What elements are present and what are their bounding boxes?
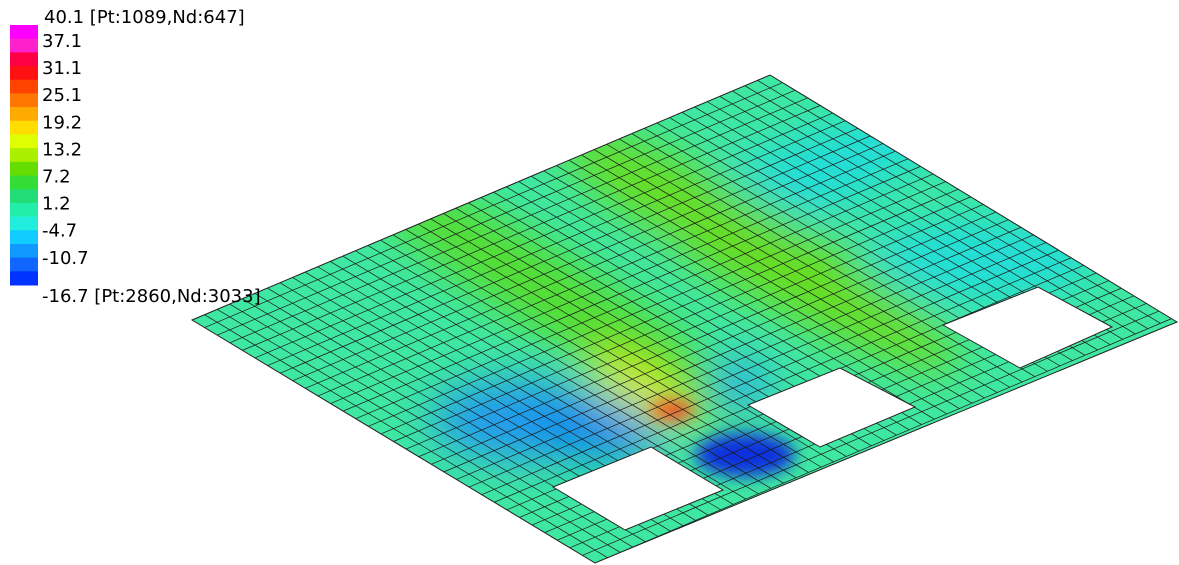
plate	[192, 75, 1177, 563]
opening	[551, 446, 725, 531]
mesh-line	[330, 158, 909, 404]
mesh-line	[217, 89, 796, 336]
mesh-line	[242, 105, 821, 351]
legend-level: 31.1	[42, 58, 82, 79]
legend-min: -16.7 [Pt:2860,Nd:3033]	[42, 286, 261, 307]
mesh-line	[481, 249, 1060, 495]
legend-band	[10, 230, 38, 245]
legend-band	[10, 25, 38, 40]
mesh-line	[317, 150, 897, 397]
mesh-line	[431, 218, 1010, 465]
mesh-line	[254, 112, 834, 359]
mesh-line	[456, 234, 1035, 480]
mesh-line	[468, 241, 1048, 488]
mesh-line	[305, 143, 884, 389]
legend-band	[10, 52, 38, 67]
legend-band	[10, 189, 38, 204]
opening	[746, 367, 917, 448]
mesh-line	[418, 211, 997, 458]
mesh-line	[594, 317, 1174, 563]
mesh-line	[280, 127, 859, 374]
mesh-line	[342, 165, 922, 412]
mesh-line	[267, 120, 846, 366]
legend-level: -4.7	[42, 221, 77, 242]
plate-outline	[190, 74, 1179, 564]
plate-base	[192, 75, 1177, 563]
openings	[551, 286, 1114, 531]
legend-band	[10, 243, 38, 259]
legend-band	[10, 120, 38, 135]
legend-level: 1.2	[42, 194, 71, 215]
legend-band	[10, 93, 38, 108]
legend-band	[10, 271, 38, 286]
legend-band	[10, 66, 38, 81]
legend-band	[10, 148, 38, 163]
mesh-line	[393, 196, 972, 442]
legend-band	[10, 216, 38, 231]
mesh-line	[368, 180, 947, 427]
legend-level: -10.7	[42, 248, 89, 269]
legend-band	[10, 161, 38, 177]
mesh-line	[494, 256, 1073, 503]
mesh-line	[443, 226, 1023, 473]
legend-bar	[10, 25, 38, 286]
legend-band	[10, 79, 38, 94]
mesh-line	[292, 135, 871, 382]
mesh-line	[582, 310, 1161, 556]
legend-band	[10, 202, 38, 218]
legend-level: 19.2	[42, 112, 82, 133]
legend-max: 40.1 [Pt:1089,Nd:647]	[44, 7, 245, 28]
legend-band	[10, 134, 38, 149]
legend-level: 25.1	[42, 85, 82, 106]
contours-peak	[650, 400, 795, 477]
legend-level: 37.1	[42, 31, 82, 52]
mesh-line	[380, 188, 960, 435]
legend-labels: 40.1 [Pt:1089,Nd:647] -16.7 [Pt:2860,Nd:…	[42, 7, 261, 307]
legend-level: 13.2	[42, 139, 82, 160]
legend-band	[10, 38, 38, 53]
mesh-line	[355, 173, 934, 420]
opening	[941, 286, 1114, 369]
legend-band	[10, 175, 38, 190]
legend-band	[10, 257, 38, 272]
legend-level: 7.2	[42, 167, 71, 188]
mesh-line	[229, 97, 808, 344]
mesh-line	[405, 203, 985, 450]
mesh-line	[204, 82, 783, 328]
legend-band	[10, 107, 38, 122]
